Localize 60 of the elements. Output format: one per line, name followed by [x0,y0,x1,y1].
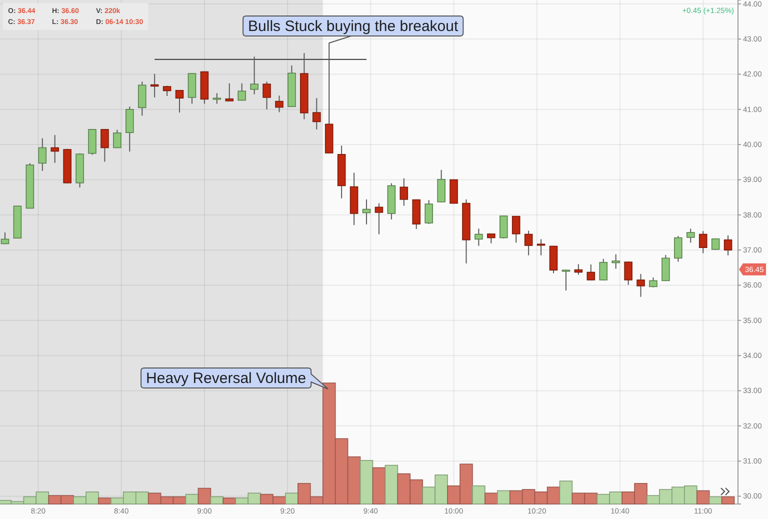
bar [559,480,573,504]
candlestick [212,92,222,104]
candlestick [225,82,234,102]
candlestick [487,233,496,244]
candlestick [698,230,708,254]
candlestick [113,129,122,149]
candlestick [262,81,271,110]
candlestick [636,273,645,298]
candlestick [474,228,483,246]
candlestick [38,138,47,172]
bar [696,490,710,504]
candlestick [524,230,533,256]
bar [360,460,374,504]
bar [721,496,735,504]
bar [384,464,398,504]
bar [497,490,510,504]
candlestick [126,106,134,152]
candlestick [188,72,196,104]
candlestick [362,198,371,225]
bar [372,467,386,504]
bar [708,496,722,504]
annotation: Heavy Reversal Volume [146,370,306,387]
candlestick [686,228,695,244]
candlestick [100,128,109,162]
candlestick [312,98,321,130]
bar [210,496,224,504]
candlestick [724,234,732,256]
candlestick [138,81,146,116]
candlestick [662,254,670,282]
candlestick [275,95,284,113]
annotation: Bulls Stuck buying the breakout [248,18,460,35]
candlestick [599,258,608,281]
candlestick [250,56,258,95]
bar [222,498,236,504]
candlestick [649,277,658,288]
candlestick [400,178,408,206]
bar [472,485,486,504]
bar [185,494,199,504]
candlestick [88,128,96,156]
candlestick [175,90,184,114]
candlestick [238,82,246,102]
candlestick [674,235,682,262]
candlestick [562,269,570,292]
candlestick [624,261,632,286]
candlestick [586,264,596,281]
candlestick [50,134,59,164]
candlestick [536,238,546,256]
candlestick [150,73,159,98]
candlestick [374,202,384,235]
bar [484,492,498,504]
candlestick [612,254,620,270]
bar [285,492,298,504]
candlestick [424,200,433,225]
candlestick [574,264,583,276]
candlestick [437,169,446,203]
candlestick [499,215,508,239]
bar [98,498,112,504]
candlestick [549,245,558,274]
candlestick [512,215,520,244]
bar [198,488,212,504]
